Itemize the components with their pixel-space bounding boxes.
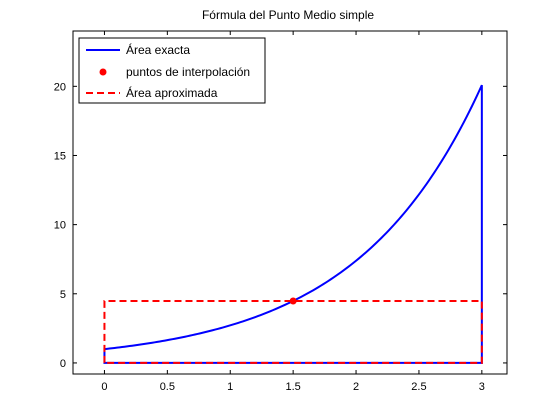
x-tick-label: 2.5 (411, 381, 426, 393)
chart-title: Fórmula del Punto Medio simple (202, 8, 374, 22)
x-tick-label: 1.5 (285, 381, 300, 393)
x-tick-label: 2 (353, 381, 359, 393)
x-tick-label: 0.5 (160, 381, 175, 393)
y-tick-label: 15 (54, 150, 66, 162)
y-tick-label: 20 (54, 81, 66, 93)
series-area-aproximada (103, 299, 483, 364)
legend-label-area-aproximada: Área aproximada (126, 85, 218, 100)
x-tick-label: 3 (479, 381, 485, 393)
legend-swatch-interpolation-points (99, 68, 107, 76)
legend-label-area-exacta: Área exacta (126, 42, 190, 57)
y-tick-label: 10 (54, 220, 66, 232)
legend: Área exacta puntos de interpolación Área… (78, 37, 266, 104)
x-tick-label: 1 (227, 381, 233, 393)
y-tick-label: 0 (60, 358, 66, 370)
series-layer (103, 84, 483, 364)
x-tick-label: 0 (101, 381, 107, 393)
y-tick-label: 5 (60, 289, 66, 301)
axis-ticks: 0 0.5 1 1.5 2 2.5 3 0 5 10 15 20 (54, 31, 507, 393)
interpolation-point (289, 297, 297, 305)
legend-label-interpolation-points: puntos de interpolación (126, 65, 250, 79)
